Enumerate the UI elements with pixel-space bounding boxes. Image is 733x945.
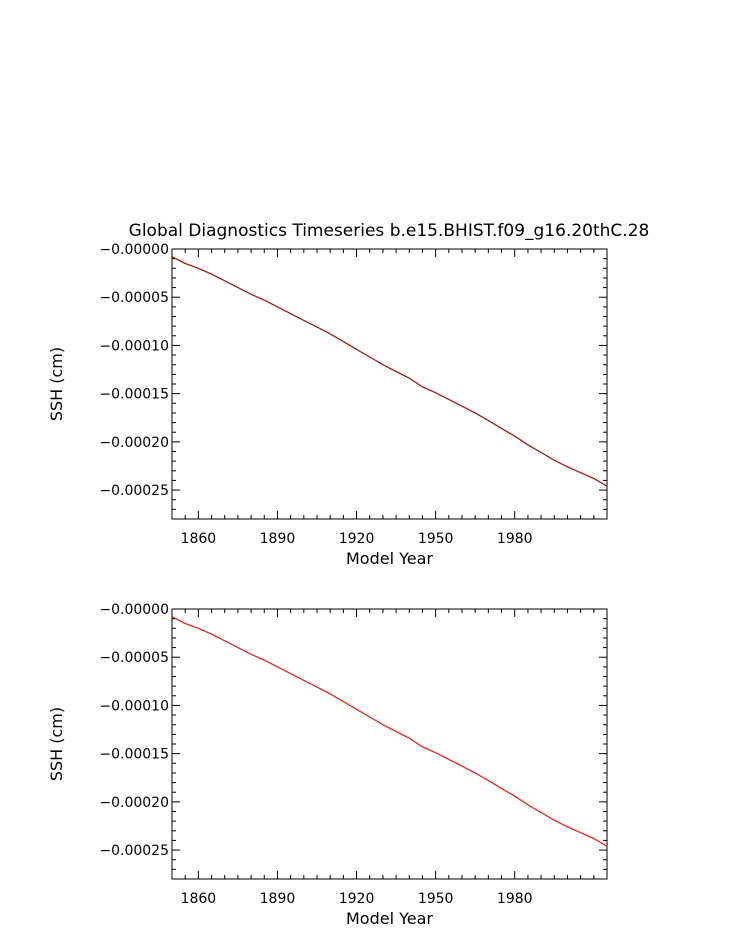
ssh-panel-top: 1860 1890 1920 1950 1980 −0.00000 −0.00005 −0.0… [47, 242, 608, 568]
y-axis-label: SSH (cm) [47, 347, 66, 421]
x-tick-label: 1890 [260, 531, 296, 547]
y-tick-label: −0.00025 [99, 483, 169, 499]
ssh-panel-bottom: 1860 1890 1920 1950 1980 −0.00000 −0.00005 −0.0… [47, 602, 608, 928]
page-title: Global Diagnostics Timeseries b.e15.BHIS… [129, 221, 650, 241]
y-tick-label: −0.00000 [99, 242, 169, 258]
x-tick-label: 1980 [497, 531, 533, 547]
plot-frame [171, 248, 608, 520]
y-tick-label: −0.00005 [99, 650, 169, 666]
plot-frame [171, 608, 608, 880]
x-axis-label: Model Year [346, 549, 433, 568]
y-tick-label: −0.00015 [99, 387, 169, 403]
y-tick-label: −0.00020 [99, 795, 169, 811]
y-tick-label: −0.00015 [99, 747, 169, 763]
x-tick-label: 1980 [497, 891, 533, 907]
x-tick-label: 1890 [260, 891, 296, 907]
y-tick-label: −0.00000 [99, 602, 169, 618]
y-tick-label: −0.00010 [99, 338, 169, 354]
y-tick-label: −0.00005 [99, 290, 169, 306]
x-tick-label: 1950 [418, 531, 454, 547]
x-tick-label: 1950 [418, 891, 454, 907]
ssh-series-line [171, 256, 608, 487]
y-axis-label: SSH (cm) [47, 707, 66, 781]
x-tick-label: 1920 [339, 531, 375, 547]
y-tick-label: −0.00010 [99, 698, 169, 714]
x-tick-label: 1920 [339, 891, 375, 907]
y-tick-label: −0.00020 [99, 435, 169, 451]
x-tick-label: 1860 [181, 531, 217, 547]
x-axis-label: Model Year [346, 909, 433, 928]
y-tick-label: −0.00025 [99, 843, 169, 859]
x-tick-label: 1860 [181, 891, 217, 907]
ssh-series-line [171, 616, 608, 847]
